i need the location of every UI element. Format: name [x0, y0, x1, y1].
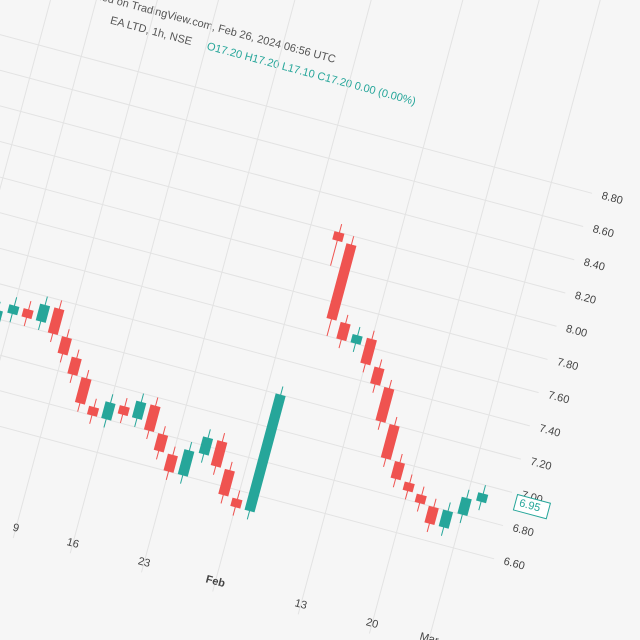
candle-body [332, 231, 345, 243]
grid-line [0, 131, 557, 327]
candle-body [476, 492, 489, 504]
candle-body [230, 497, 243, 509]
candle-body [402, 481, 415, 493]
last-price-box [512, 493, 552, 520]
candle-body [86, 405, 100, 417]
candle-wick [330, 224, 343, 266]
candle-body [375, 386, 395, 423]
candle-body [74, 377, 92, 405]
candle-body [218, 468, 235, 497]
y-tick-label: 8.60 [591, 223, 615, 240]
candle-body [177, 449, 195, 477]
candle-body [336, 321, 351, 342]
candle-body [370, 366, 385, 386]
grid-line [140, 0, 352, 573]
x-tick-label: Mar [418, 631, 440, 640]
grid-line [0, 0, 593, 194]
grid-line [0, 264, 521, 460]
candle-body [360, 337, 377, 366]
grid-line [0, 31, 584, 228]
candle-body [380, 423, 400, 460]
candle-body [131, 400, 147, 420]
grid-line [0, 297, 513, 493]
candle-body [350, 333, 363, 345]
x-tick-label: Feb [204, 573, 226, 590]
candle-body [438, 509, 454, 529]
y-tick-label: 8.40 [582, 256, 606, 273]
grid-line [0, 98, 566, 294]
candle-body [143, 404, 161, 433]
y-tick-label: 8.20 [573, 290, 597, 307]
candle-body [326, 243, 357, 321]
y-tick-label: 7.60 [547, 389, 571, 406]
last-price-label: 6.95 [518, 497, 542, 514]
grid-line [368, 0, 580, 634]
y-tick-label: 8.00 [565, 323, 589, 340]
grid-line [0, 65, 575, 261]
grid-line [0, 364, 495, 560]
candle-body [57, 336, 72, 356]
grid-line [0, 231, 530, 427]
candle-body [7, 304, 20, 316]
candle-body [457, 496, 472, 517]
grid-line [0, 0, 167, 523]
x-tick-label: 9 [11, 522, 20, 535]
x-tick-label: 16 [65, 536, 80, 551]
grid-line [0, 0, 124, 512]
candle-body [244, 393, 286, 513]
candle-body [163, 453, 178, 473]
x-tick-label: 20 [365, 616, 380, 631]
candle-body [153, 433, 169, 453]
x-tick-label: 23 [137, 555, 152, 570]
candle-body [390, 461, 405, 481]
grid-line [297, 0, 509, 615]
y-tick-label: 7.20 [529, 456, 553, 473]
grid-line [12, 0, 224, 539]
candle-body [198, 436, 214, 456]
candle-body [67, 356, 82, 376]
grid-line [0, 198, 539, 394]
x-tick-label: 13 [293, 597, 308, 612]
candle-body [424, 505, 439, 525]
y-tick-label: 7.40 [538, 423, 562, 440]
candle-body [47, 307, 65, 336]
candle-body [210, 440, 228, 468]
y-tick-label: 6.60 [502, 556, 526, 573]
y-tick-label: 6.80 [511, 522, 535, 539]
candle-body [414, 493, 427, 505]
grid-line [212, 0, 423, 592]
candle-body [21, 308, 34, 320]
y-tick-label: 7.80 [556, 356, 580, 373]
y-tick-label: 8.80 [600, 190, 624, 207]
grid-line [0, 164, 548, 360]
grid-line [0, 330, 504, 527]
candle-body [101, 401, 116, 421]
candle-body [117, 405, 130, 417]
candle-body [35, 303, 51, 323]
